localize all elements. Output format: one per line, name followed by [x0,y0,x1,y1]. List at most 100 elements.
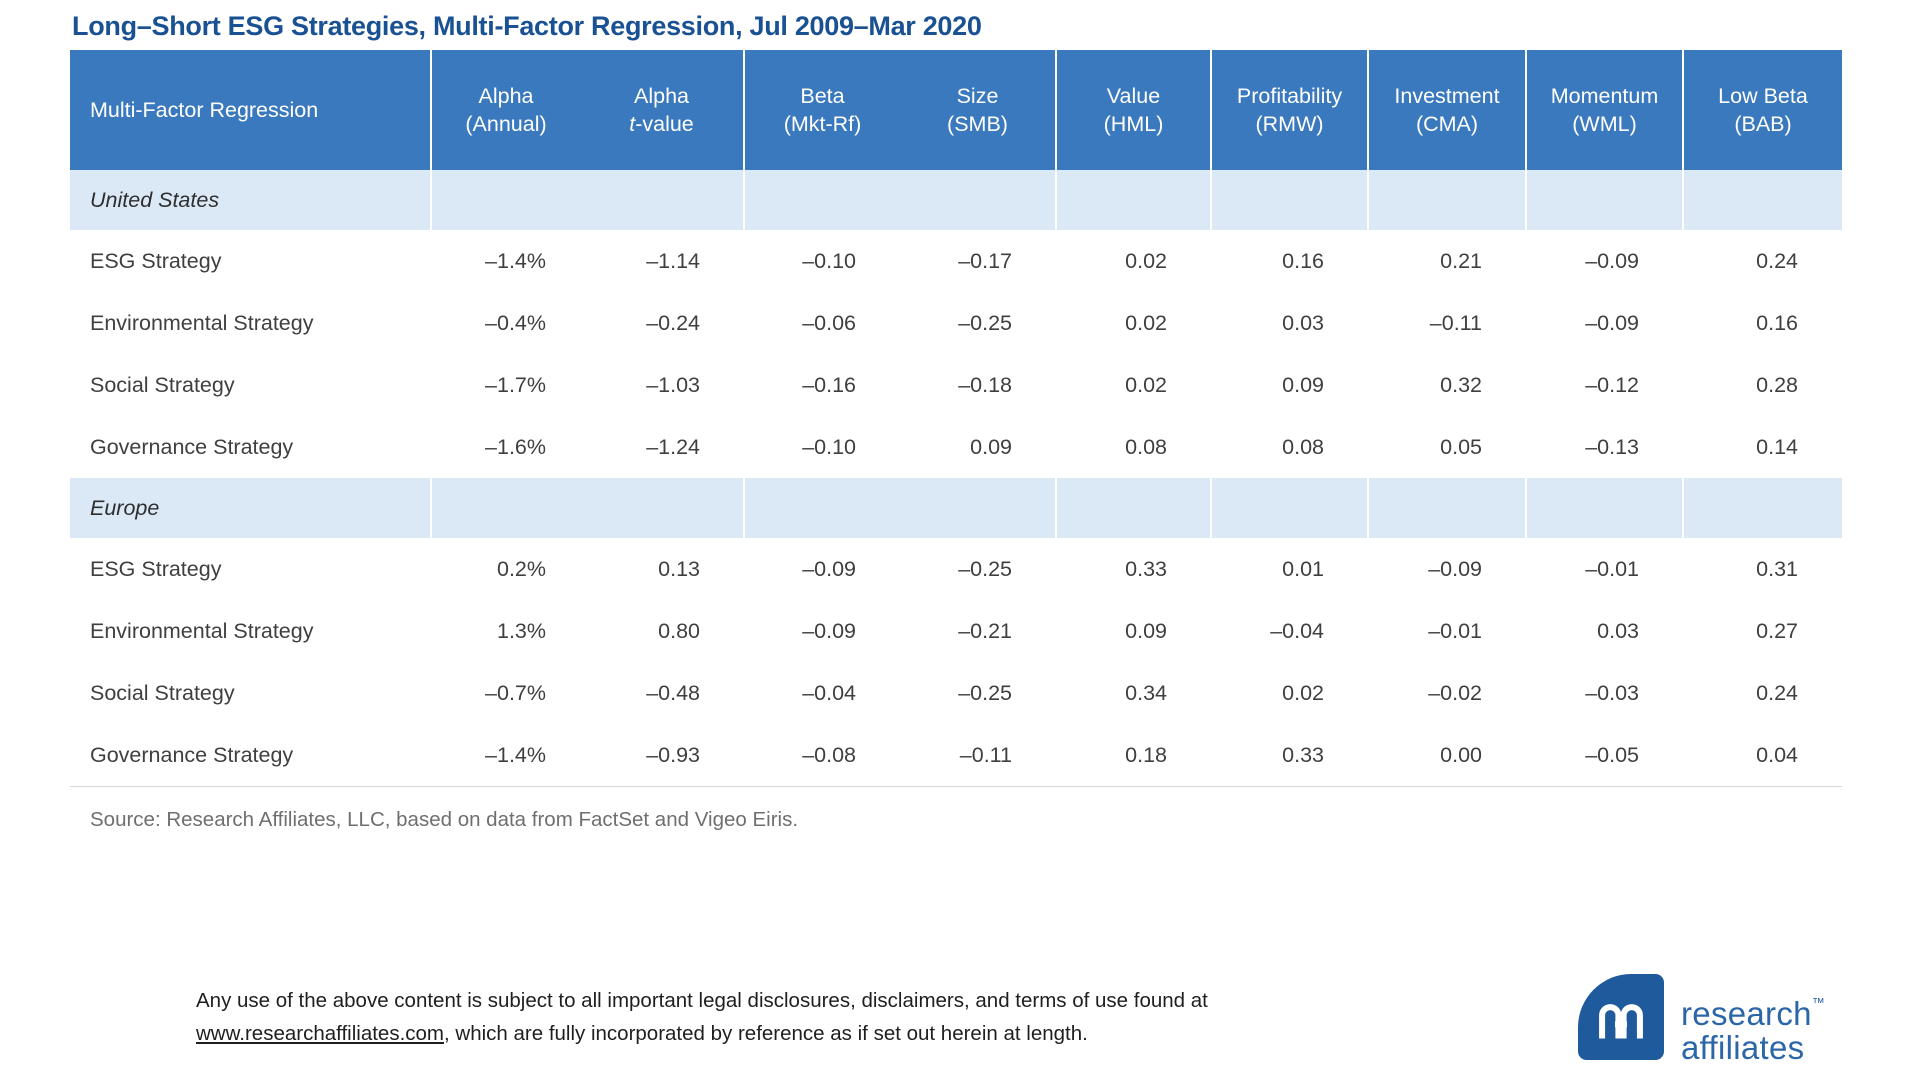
section-row-united-states: United States [70,170,1842,230]
legal-line2: , which are fully incorporated by refere… [444,1022,1088,1045]
column-header-value: Value (HML) [1055,50,1211,170]
cell-momentum: 0.03 [1597,618,1639,643]
cell-momentum: –0.13 [1585,434,1639,459]
cell-beta: –0.10 [802,434,856,459]
cell-alpha-annual: –1.6% [485,434,546,459]
row-label: Governance Strategy [90,742,294,767]
band-cell [1525,170,1683,230]
cell-alpha-t-value: –0.24 [646,310,700,335]
cell-momentum: –0.05 [1585,742,1639,767]
trademark-symbol: ™ [1811,995,1826,1010]
t-value-suffix: -value [635,112,694,136]
cell-profitability: 0.09 [1282,372,1324,397]
column-header-size: Size (SMB) [900,50,1056,170]
row-label: ESG Strategy [90,248,222,273]
column-header-profitability: Profitability (RMW) [1210,50,1368,170]
column-header-multi-factor-regression: Multi-Factor Regression [70,50,431,170]
band-cell [743,170,900,230]
header-line2: (RMW) [1255,112,1324,136]
cell-size: –0.25 [958,680,1012,705]
cell-alpha-t-value: 0.13 [658,556,700,581]
band-cell [430,170,580,230]
cell-alpha-t-value: –1.03 [646,372,700,397]
cell-alpha-t-value: –0.48 [646,680,700,705]
section-row-europe: Europe [70,478,1842,538]
cell-value: 0.34 [1125,680,1167,705]
cell-size: –0.25 [958,310,1012,335]
cell-alpha-annual: –0.7% [485,680,546,705]
column-header-investment: Investment (CMA) [1367,50,1526,170]
header-row: Multi-Factor Regression Alpha (Annual) Al… [70,50,1842,170]
cell-size: –0.17 [958,248,1012,273]
researchaffiliates-link[interactable]: www.researchaffiliates.com [196,1022,444,1045]
cell-alpha-annual: –1.7% [485,372,546,397]
table-row-eu-social: Social Strategy –0.7% –0.48 –0.04 –0.25 … [70,662,1842,724]
header-line1: Investment [1394,84,1500,108]
cell-investment: –0.11 [1429,310,1482,335]
cell-value: 0.33 [1125,556,1167,581]
band-cell [1682,170,1842,230]
header-line1: Momentum [1550,84,1659,108]
header-line2: (BAB) [1734,112,1792,136]
logo-wordmark: research™ affiliates [1681,974,1825,1065]
table-row-us-environmental: Environmental Strategy –0.4% –0.24 –0.06… [70,292,1842,354]
cell-alpha-annual: –0.4% [485,310,546,335]
header-line1: Alpha [634,84,689,108]
row-label: ESG Strategy [90,556,222,581]
legal-disclaimer: Any use of the above content is subject … [196,984,1208,1050]
cell-beta: –0.04 [802,680,856,705]
column-header-low-beta: Low Beta (BAB) [1682,50,1842,170]
cell-value: 0.08 [1125,434,1167,459]
header-line2: (CMA) [1415,112,1479,136]
cell-alpha-t-value: –1.14 [646,248,700,273]
cell-size: –0.18 [958,372,1012,397]
section-label: Europe [70,478,431,538]
section-label: United States [70,170,431,230]
header-line1: Size [956,84,999,108]
cell-alpha-t-value: 0.80 [658,618,700,643]
row-label: Social Strategy [90,372,235,397]
cell-low-beta: 0.31 [1756,556,1798,581]
cell-low-beta: 0.24 [1756,680,1798,705]
cell-size: –0.11 [959,742,1012,767]
cell-momentum: –0.01 [1585,556,1639,581]
table-row-eu-governance: Governance Strategy –1.4% –0.93 –0.08 –0… [70,724,1842,787]
cell-beta: –0.10 [802,248,856,273]
cell-value: 0.02 [1125,310,1167,335]
cell-momentum: –0.09 [1585,310,1639,335]
table-row-us-governance: Governance Strategy –1.6% –1.24 –0.10 0.… [70,416,1842,478]
cell-alpha-annual: 1.3% [496,618,546,643]
cell-size: 0.09 [970,434,1012,459]
header-line2: (Mkt-Rf) [783,112,862,136]
cell-alpha-t-value: –1.24 [646,434,700,459]
band-cell [900,170,1056,230]
research-affiliates-logo: research™ affiliates [1578,974,1825,1065]
cell-investment: 0.21 [1440,248,1482,273]
cell-investment: –0.01 [1428,618,1482,643]
cell-size: –0.21 [958,618,1012,643]
cell-low-beta: 0.27 [1756,618,1798,643]
multi-factor-regression-table: Multi-Factor Regression Alpha (Annual) Al… [70,50,1842,787]
cell-beta: –0.09 [802,618,856,643]
header-line1: Profitability [1236,84,1343,108]
figure-title: Long–Short ESG Strategies, Multi-Factor … [72,11,982,41]
band-cell [1210,170,1368,230]
row-label: Social Strategy [90,680,235,705]
table-row-us-esg: ESG Strategy –1.4% –1.14 –0.10 –0.17 0.0… [70,230,1842,292]
cell-momentum: –0.09 [1585,248,1639,273]
cell-value: 0.02 [1125,248,1167,273]
band-cell [580,478,744,538]
cell-alpha-t-value: –0.93 [646,742,700,767]
cell-beta: –0.06 [802,310,856,335]
cell-momentum: –0.12 [1585,372,1639,397]
header-line2: (WML) [1572,112,1637,136]
cell-profitability: –0.04 [1270,618,1324,643]
cell-alpha-annual: –1.4% [485,742,546,767]
band-cell [1210,478,1368,538]
band-cell [1367,170,1526,230]
row-label: Environmental Strategy [90,618,314,643]
cell-value: 0.18 [1125,742,1167,767]
band-cell [743,478,900,538]
header-line2: (SMB) [947,112,1008,136]
row-label: Governance Strategy [90,434,294,459]
